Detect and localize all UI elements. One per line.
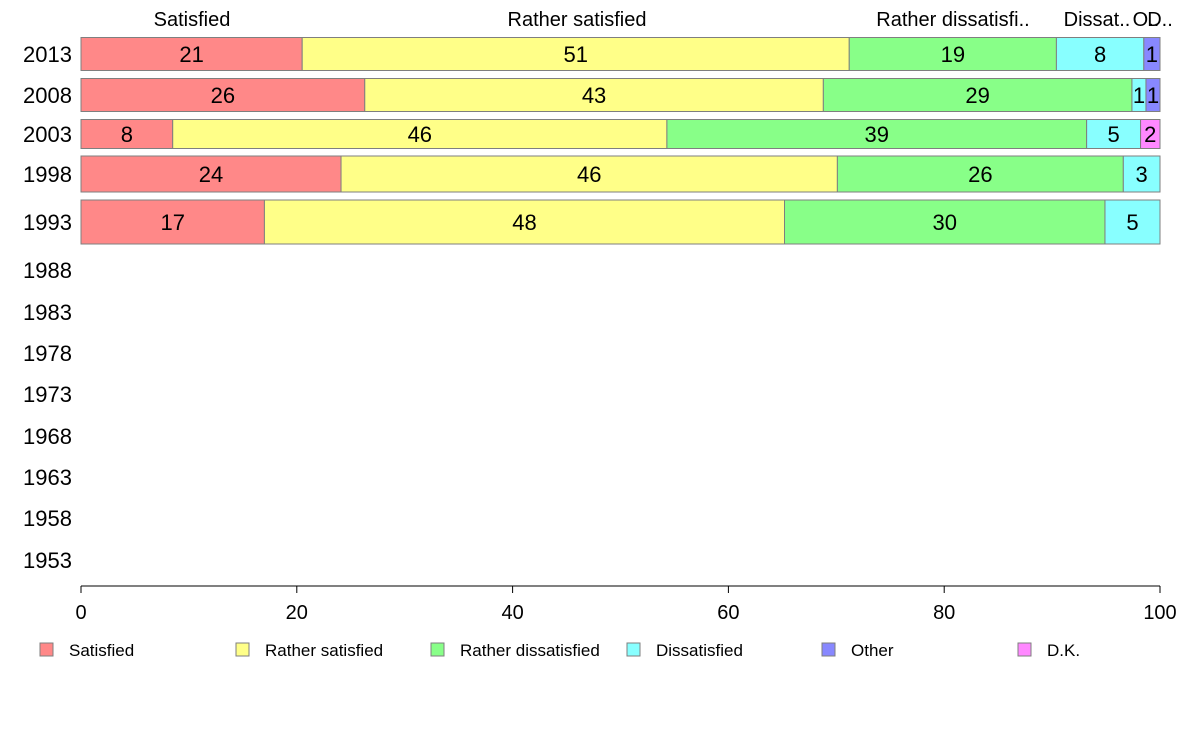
- bar-value-label: 43: [582, 83, 606, 108]
- bar-segment: [1122, 155, 1161, 193]
- bar-segment: [784, 199, 1106, 245]
- bar-segment: [80, 78, 366, 112]
- y-tick-label: 2003: [23, 122, 72, 147]
- bar-value-label: 1: [1146, 42, 1158, 67]
- bar-segment: [836, 155, 1124, 193]
- y-tick-label: 1963: [23, 465, 72, 490]
- y-tick-label: 1998: [23, 162, 72, 187]
- y-tick-label: 1958: [23, 506, 72, 531]
- y-tick-label: 1983: [23, 300, 72, 325]
- bar-value-label: 3: [1136, 162, 1148, 187]
- bar-value-label: 46: [408, 122, 432, 147]
- bar-value-label: 19: [941, 42, 965, 67]
- top-category-label: Satisfied: [154, 9, 231, 31]
- legend-swatch: [235, 642, 250, 657]
- bar-value-label: 1: [1147, 83, 1159, 108]
- legend-swatch: [821, 642, 836, 657]
- bar-value-label: 5: [1107, 122, 1119, 147]
- legend-swatch: [430, 642, 445, 657]
- bar-value-label: 39: [865, 122, 889, 147]
- x-tick-label: 40: [501, 602, 523, 624]
- y-tick-label: 1973: [23, 382, 72, 407]
- bar-value-label: 1: [1133, 83, 1145, 108]
- y-tick-label: 2013: [23, 42, 72, 67]
- legend-swatch: [626, 642, 641, 657]
- legend-label: D.K.: [1047, 641, 1080, 660]
- bar-value-label: 5: [1126, 210, 1138, 235]
- bar-value-label: 26: [211, 83, 235, 108]
- y-tick-label: 1978: [23, 341, 72, 366]
- bar-value-label: 8: [1094, 42, 1106, 67]
- bar-value-label: 30: [932, 210, 956, 235]
- bar-segment: [822, 78, 1133, 112]
- y-tick-label: 1993: [23, 210, 72, 235]
- legend-label: Rather dissatisfied: [460, 641, 600, 660]
- bar-segment: [1140, 119, 1161, 149]
- bar-segment: [80, 199, 265, 245]
- legend-swatch: [39, 642, 54, 657]
- bar-segment: [666, 119, 1088, 149]
- top-category-label: D..: [1147, 9, 1173, 31]
- bar-value-label: 46: [577, 162, 601, 187]
- x-tick-label: 80: [933, 602, 955, 624]
- legend-swatch: [1017, 642, 1032, 657]
- top-category-label: Dissat..: [1064, 9, 1131, 31]
- bar-value-label: 8: [121, 122, 133, 147]
- legend-label: Rather satisfied: [265, 641, 383, 660]
- legend-label: Satisfied: [69, 641, 134, 660]
- bar-value-label: 48: [512, 210, 536, 235]
- x-tick-label: 60: [717, 602, 739, 624]
- bar-segment: [301, 37, 850, 71]
- bar-segment: [364, 78, 824, 112]
- bar-value-label: 2: [1144, 122, 1156, 147]
- x-tick-label: 20: [286, 602, 308, 624]
- bar-segment: [1143, 37, 1161, 71]
- bar-value-label: 26: [968, 162, 992, 187]
- y-tick-label: 1953: [23, 548, 72, 573]
- bar-segment: [80, 119, 174, 149]
- x-tick-label: 0: [75, 602, 86, 624]
- bar-value-label: 21: [179, 42, 203, 67]
- bar-value-label: 24: [199, 162, 223, 187]
- bar-segment: [1145, 78, 1161, 112]
- top-category-label: O..: [1133, 9, 1160, 31]
- legend-label: Dissatisfied: [656, 641, 743, 660]
- bar-value-label: 29: [965, 83, 989, 108]
- top-category-label: Rather dissatisfi..: [876, 9, 1029, 31]
- y-tick-label: 2008: [23, 83, 72, 108]
- y-tick-label: 1968: [23, 424, 72, 449]
- bar-segment: [172, 119, 668, 149]
- bar-value-label: 51: [563, 42, 587, 67]
- y-tick-label: 1988: [23, 258, 72, 283]
- x-tick-label: 100: [1143, 602, 1176, 624]
- bar-segment: [263, 199, 786, 245]
- bar-segment: [1104, 199, 1161, 245]
- top-category-label: Rather satisfied: [508, 9, 647, 31]
- legend-label: Other: [851, 641, 894, 660]
- bar-segment: [340, 155, 838, 193]
- bar-value-label: 17: [160, 210, 184, 235]
